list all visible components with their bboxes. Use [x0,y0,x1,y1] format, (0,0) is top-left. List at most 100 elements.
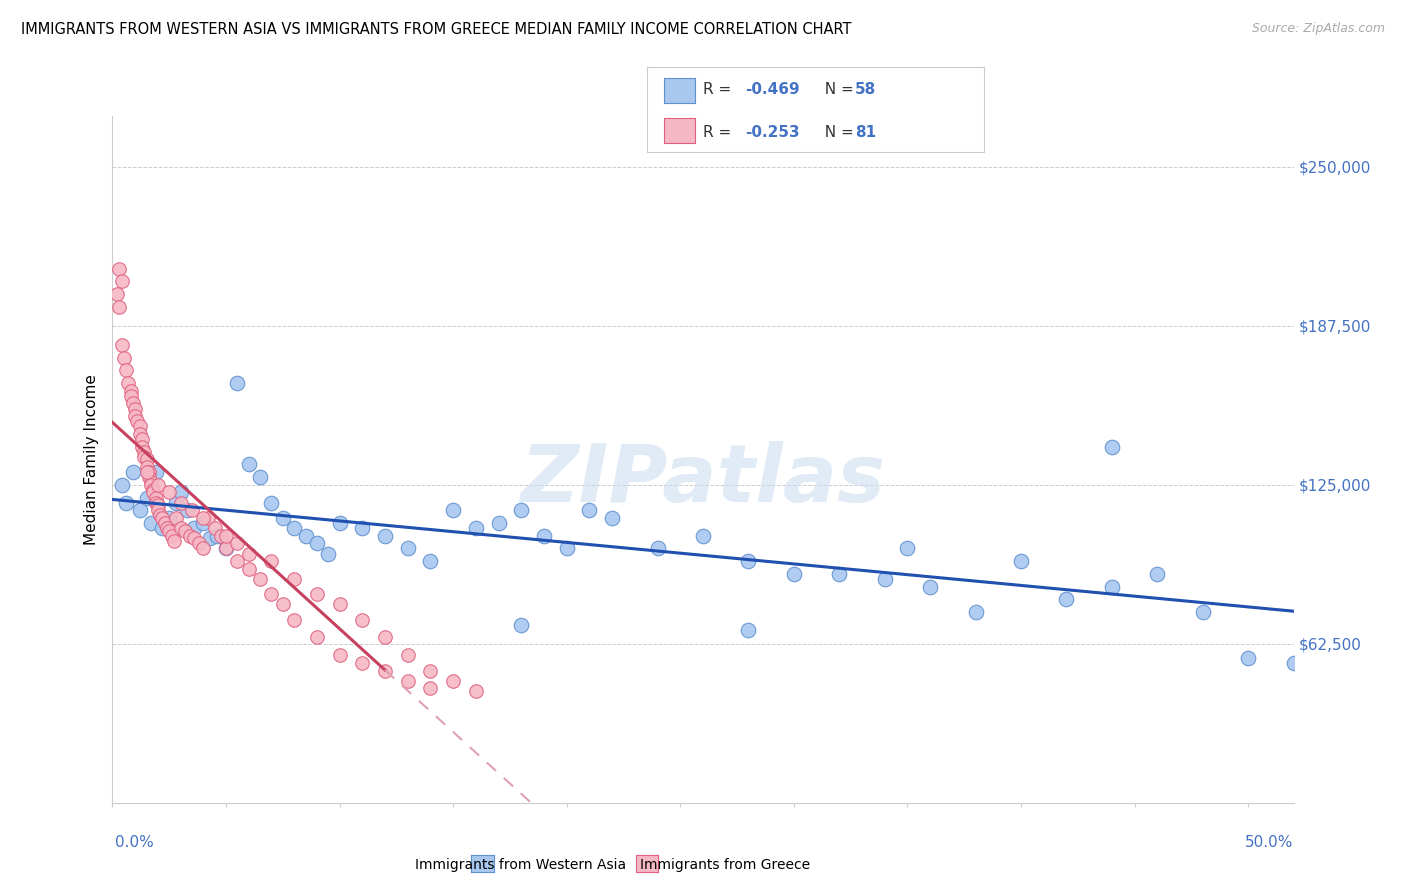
Point [271,598,294,612]
Point [135,460,157,475]
Point [215,541,238,556]
Point [374,664,396,678]
Point [146,498,169,512]
Point [127,414,149,428]
Point [124,401,146,416]
Point [260,587,283,601]
Point [149,508,172,523]
Point [139,475,162,490]
Text: 50.0%: 50.0% [1246,836,1294,850]
Point [441,673,464,688]
Point [198,531,221,545]
Point [305,631,328,645]
Text: IMMIGRANTS FROM WESTERN ASIA VS IMMIGRANTS FROM GREECE MEDIAN FAMILY INCOME CORR: IMMIGRANTS FROM WESTERN ASIA VS IMMIGRAN… [21,22,852,37]
Point [183,531,205,545]
Point [152,521,174,535]
Point [165,511,187,525]
Point [157,511,180,525]
Point [115,363,138,377]
Point [176,503,198,517]
Point [873,572,896,586]
Point [183,521,205,535]
Point [1191,605,1213,619]
Point [105,287,128,301]
Point [374,631,396,645]
Point [145,491,167,505]
Point [157,524,180,538]
Point [169,485,191,500]
Point [131,440,153,454]
Point [283,521,305,535]
Point [419,554,441,568]
Point [160,529,183,543]
Point [134,444,156,458]
Point [260,495,283,509]
Point [1010,554,1032,568]
Point [110,338,132,352]
Point [179,529,201,543]
Point [193,511,215,525]
Point [737,623,759,637]
Point [647,541,669,556]
Text: R =: R = [703,82,737,96]
Point [464,521,486,535]
Point [193,541,215,556]
Point [783,566,806,581]
Point [419,681,441,696]
Point [828,566,851,581]
Text: 0.0%: 0.0% [115,836,155,850]
Point [112,351,135,365]
Point [441,503,464,517]
Text: -0.469: -0.469 [745,82,800,96]
Point [352,656,374,670]
Point [139,478,162,492]
Point [134,450,156,464]
Point [169,521,191,535]
Point [396,541,419,556]
Point [352,613,374,627]
Point [396,673,419,688]
Point [374,529,396,543]
Point [145,465,167,479]
Point [128,419,150,434]
Text: -0.253: -0.253 [745,125,800,139]
Point [533,529,555,543]
Point [283,613,305,627]
Point [1282,656,1305,670]
Point [174,524,197,538]
Point [1101,440,1123,454]
Point [316,547,339,561]
Text: N =: N = [815,82,859,96]
Text: Immigrants from Western Asia: Immigrants from Western Asia [415,858,626,872]
Point [135,465,157,479]
Point [193,516,215,530]
Point [510,617,533,632]
Point [120,384,142,398]
Point [115,495,138,509]
Point [271,511,294,525]
Point [238,547,260,561]
Point [157,485,180,500]
Point [156,521,179,535]
Point [146,503,169,517]
Point [128,426,150,441]
Point [510,503,533,517]
Point [145,495,167,509]
Point [108,261,131,276]
Point [578,503,600,517]
Point [117,376,139,390]
Point [128,503,150,517]
Point [305,536,328,550]
Point [1101,580,1123,594]
Point [226,376,249,390]
Text: 81: 81 [855,125,876,139]
Point [138,465,160,479]
Point [122,396,145,410]
Point [920,580,942,594]
Point [305,587,328,601]
Point [110,274,132,288]
Text: Immigrants from Greece: Immigrants from Greece [640,858,810,872]
Point [352,521,374,535]
Text: 58: 58 [855,82,876,96]
Point [249,572,271,586]
